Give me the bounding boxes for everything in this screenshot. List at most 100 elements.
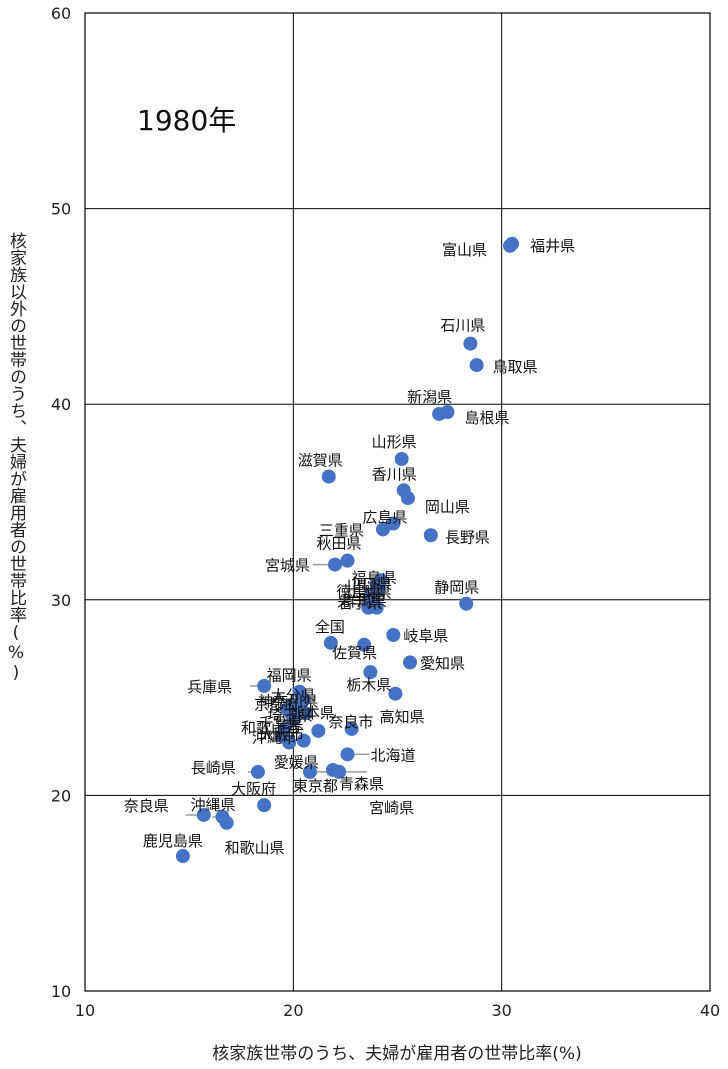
- point-label: 奈良県: [124, 797, 169, 815]
- point-label: 富山県: [442, 241, 487, 259]
- data-point: [282, 735, 297, 750]
- data-point: [463, 336, 478, 351]
- y-tick-label: 20: [51, 786, 71, 805]
- data-point: [440, 405, 455, 420]
- point-label: 福島県: [352, 569, 397, 587]
- data-point: [332, 764, 347, 779]
- point-label: 香川県: [372, 465, 417, 483]
- data-point: [423, 528, 438, 543]
- point-label: 愛知県: [420, 654, 465, 672]
- data-point: [196, 807, 211, 822]
- x-tick-label: 30: [491, 1001, 511, 1020]
- point-label: 長野県: [445, 528, 490, 546]
- y-tick-label: 50: [51, 200, 71, 219]
- data-point: [250, 764, 265, 779]
- data-point: [386, 516, 401, 531]
- data-point: [371, 583, 386, 598]
- data-point: [344, 721, 359, 736]
- point-label: 愛媛県: [274, 754, 319, 772]
- data-point: [257, 678, 272, 693]
- point-label: 山口県: [347, 575, 392, 593]
- point-label: 和歌山県: [225, 839, 285, 857]
- data-point: [286, 712, 301, 727]
- point-label: 宮城県: [265, 557, 310, 575]
- point-label: 徳島県: [336, 583, 381, 601]
- data-point: [357, 637, 372, 652]
- data-point: [340, 553, 355, 568]
- point-label: 岡山県: [425, 498, 470, 516]
- point-label: 佐賀県: [332, 644, 377, 662]
- point-label: 大分県: [271, 687, 316, 705]
- data-point: [388, 686, 403, 701]
- point-label: 神奈川県: [258, 692, 318, 710]
- point-label: 山形県: [372, 433, 417, 451]
- data-point: [321, 469, 336, 484]
- point-label: 滋賀県: [298, 452, 343, 470]
- point-label: 北海道: [371, 746, 416, 764]
- data-point: [323, 635, 338, 650]
- point-label: 鳥取県: [493, 358, 538, 376]
- data-point: [386, 628, 401, 643]
- point-label: 埼玉県: [268, 706, 313, 724]
- data-points: [175, 236, 520, 864]
- point-label: 三重県: [319, 521, 364, 539]
- data-point: [369, 600, 384, 615]
- y-tick-label: 40: [51, 395, 71, 414]
- year-annotation: 1980年: [137, 104, 236, 137]
- x-tick-label: 10: [75, 1001, 95, 1020]
- point-label: 千葉県: [258, 714, 303, 732]
- x-tick-label: 40: [700, 1001, 720, 1020]
- data-point: [363, 665, 378, 680]
- plot-frame: [84, 12, 711, 992]
- point-label: 長崎県: [191, 759, 236, 777]
- point-label: 青森県: [339, 775, 384, 793]
- data-point: [459, 596, 474, 611]
- data-point: [394, 451, 409, 466]
- point-label: 石川県: [440, 317, 485, 335]
- y-tick-label: 30: [51, 591, 71, 610]
- point-label: 鹿児島県: [143, 832, 203, 850]
- data-point: [257, 798, 272, 813]
- data-point: [469, 358, 484, 373]
- y-tick-label: 10: [51, 982, 71, 1001]
- point-label: 沖縄県: [191, 796, 236, 814]
- data-point: [403, 655, 417, 670]
- point-label: 山梨県: [347, 584, 392, 602]
- point-label: 栃木県: [346, 676, 391, 694]
- y-axis-title: 核家族以外の世帯のうち、夫婦が雇用者の世帯比率(%): [6, 232, 26, 683]
- point-label: 京都府: [254, 695, 299, 713]
- y-tick-label: 60: [51, 4, 71, 23]
- point-label: 全国: [315, 618, 345, 636]
- point-label: 福井県: [530, 237, 575, 255]
- data-point: [400, 491, 415, 506]
- data-point: [296, 733, 311, 748]
- data-point: [340, 747, 355, 762]
- point-label: 秋田県: [317, 535, 362, 553]
- data-point: [328, 557, 342, 572]
- data-point: [375, 522, 390, 537]
- point-label: 奈良市: [328, 713, 373, 731]
- data-point: [311, 723, 326, 738]
- data-point: [219, 815, 234, 830]
- point-label: 岩手県: [337, 594, 382, 612]
- point-label: 群馬県: [342, 592, 387, 610]
- point-label: 大阪府: [231, 780, 276, 798]
- point-label: 福岡県: [267, 667, 312, 685]
- point-label: 和歌山市: [241, 719, 301, 737]
- tick-labels: 10 20 30 40 10 20 30 40 50 60: [51, 4, 720, 1020]
- point-label: 熊本県: [290, 704, 335, 722]
- point-label: 静岡県: [434, 579, 479, 597]
- point-label: 沖縄市: [252, 729, 297, 747]
- point-label: 岐阜県: [403, 627, 448, 645]
- point-label: 大阪市: [259, 726, 304, 744]
- data-point: [296, 692, 311, 707]
- data-point: [303, 764, 317, 779]
- point-label: 東京都: [293, 777, 338, 795]
- point-label: 新潟県: [407, 388, 452, 406]
- point-label: 島根県: [465, 409, 510, 427]
- point-label: 宮崎県: [369, 799, 414, 817]
- x-axis-title: 核家族世帯のうち、夫婦が雇用者の世帯比率(%): [212, 1044, 581, 1064]
- x-tick-label: 20: [283, 1001, 303, 1020]
